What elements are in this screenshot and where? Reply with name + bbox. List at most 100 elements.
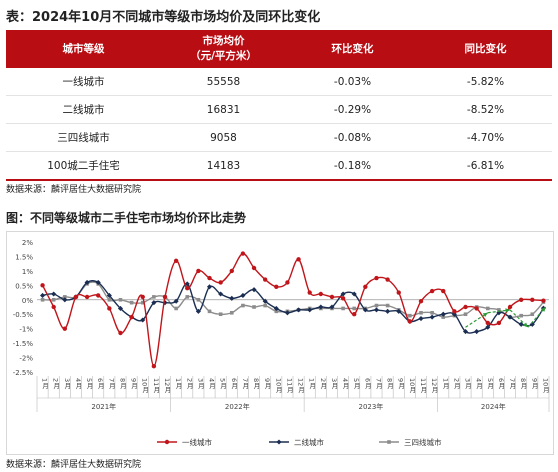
y-tick-label: 1% [22,268,33,276]
cell-mom: -0.18% [286,151,419,181]
legend-marker [387,440,391,444]
cell-yoy: -8.52% [419,95,552,124]
data-point [229,268,234,274]
x-tick-label: 9月 [530,378,538,390]
header-label: 城市等级 [62,42,105,55]
data-point [151,364,157,369]
data-point [374,275,379,281]
x-tick-label: 2月 [319,378,327,390]
data-point [463,304,468,310]
x-tick-label: 10月 [274,378,282,394]
header-yoy: 同比变化 [419,30,552,68]
x-tick-label: 3月 [464,378,472,390]
data-point [362,307,368,313]
x-tick-label: 4月 [74,378,82,390]
trend-arrow-head [523,322,528,328]
data-point [396,290,401,295]
series-line-2 [42,281,544,319]
data-point [352,306,357,311]
data-point [507,304,513,310]
data-point [318,291,324,297]
data-point [118,330,123,336]
header-label: 市场均价 [202,35,245,47]
x-tick-label: 9月 [130,378,138,390]
x-tick-label: 2月 [452,378,460,390]
x-tick-label: 8月 [118,378,126,390]
cell-city: 三四线城市 [6,123,161,152]
data-point [96,293,101,298]
data-point [474,329,480,335]
x-tick-label: 8月 [252,378,260,390]
data-point [117,305,124,311]
x-tick-label: 7月 [508,378,516,390]
data-point [496,320,502,326]
x-tick-label: 2月 [185,378,193,390]
data-point [129,300,134,305]
data-point [174,306,178,311]
data-point [51,297,56,302]
x-tick-label: 5月 [352,378,360,390]
cell-price: 9058 [161,123,286,152]
data-point [229,310,234,315]
legend-marker [164,439,170,445]
table-row: 一线城市 55558 -0.03% -5.82% [6,68,552,96]
data-point [185,295,190,299]
y-tick-label: 0.5% [15,282,33,290]
table-row: 三四线城市 9058 -0.08% -4.70% [6,123,552,152]
x-tick-label: 6月 [497,378,505,390]
year-label: 2023年 [358,402,383,411]
data-point [352,312,357,317]
data-point [40,292,46,298]
series-line-0 [41,252,544,367]
data-point [107,306,112,311]
x-tick-label: 10月 [541,378,549,394]
x-tick-label: 7月 [374,378,382,390]
data-point [129,314,134,320]
data-point [452,309,457,314]
data-point [274,284,279,289]
data-point [429,314,435,320]
data-point [240,292,246,298]
legend-marker [276,439,282,445]
x-tick-label: 5月 [486,378,494,390]
data-point [274,309,279,314]
data-point [40,283,45,288]
y-tick-label: -1% [19,326,33,334]
data-point [185,286,190,291]
table-header-row: 城市等级 市场均价 （元/平方米） 环比变化 同比变化 [6,30,552,68]
data-point [241,303,245,308]
y-tick-label: 1.5% [15,253,33,261]
data-point [285,280,290,285]
year-label: 2024年 [481,402,506,411]
x-tick-label: 6月 [230,378,238,390]
y-tick-label: 0% [22,297,33,305]
data-point [84,279,90,285]
data-point [385,277,390,282]
header-label: 环比变化 [331,42,374,55]
x-tick-label: 11月 [419,378,427,394]
table-row: 100城二手住宅 14183 -0.18% -6.81% [6,151,552,181]
data-point [485,324,491,330]
x-tick-label: 12月 [430,378,438,394]
cell-yoy: -4.70% [419,123,552,152]
data-point [63,295,67,299]
y-tick-label: -1.5% [13,340,34,348]
x-tick-label: 4月 [341,378,349,390]
data-point [485,320,490,326]
legend-label: 二线城市 [294,437,324,447]
data-point [530,312,535,317]
header-price: 市场均价 （元/平方米） [161,30,286,68]
data-point [40,297,45,302]
x-tick-label: 5月 [85,378,93,390]
cell-price: 55558 [161,68,286,96]
data-point [407,319,413,324]
data-point [273,305,279,311]
data-point [107,297,112,302]
data-point [51,291,57,297]
data-point [429,288,435,294]
data-point [195,308,201,314]
y-tick-label: 2% [22,239,33,247]
data-point [173,258,179,263]
table-source: 数据来源：麟评居住大数据研究院 [6,185,142,195]
data-point [263,303,267,308]
